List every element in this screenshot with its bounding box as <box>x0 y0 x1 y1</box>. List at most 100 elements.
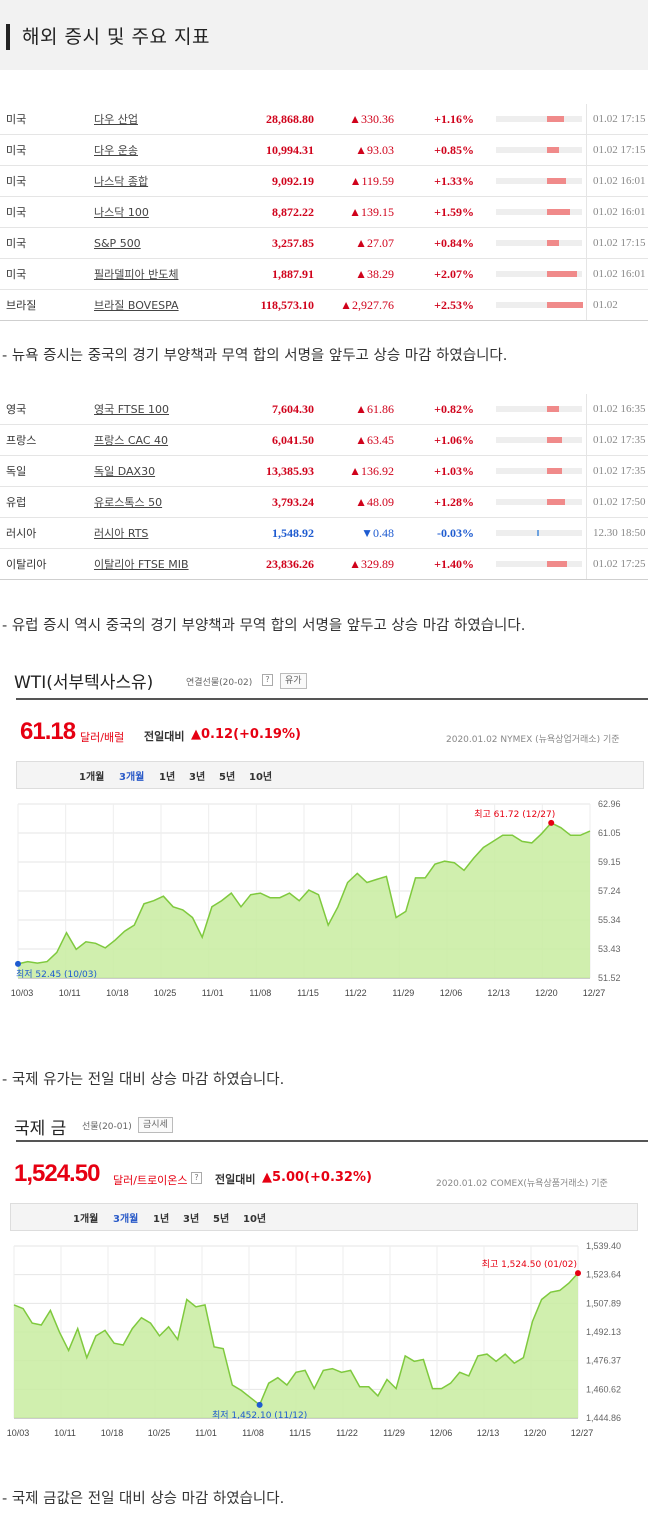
country-cell: 미국 <box>0 104 86 135</box>
wti-chart-panel: WTI(서부텍사스유) 연결선물(20-02) ? 유가 61.18 달러/배럴… <box>0 660 648 1040</box>
period-tab[interactable]: 1년 <box>153 1214 170 1225</box>
help-icon[interactable]: ? <box>191 1172 202 1184</box>
time-cell: 01.02 17:35 <box>586 455 648 487</box>
period-tab[interactable]: 10년 <box>243 1214 267 1225</box>
x-tick-label: 11/22 <box>345 988 367 998</box>
change-cell: ▲2,927.76 <box>314 289 394 321</box>
x-tick-label: 11/01 <box>202 988 224 998</box>
index-name-cell[interactable]: 유로스톡스 50 <box>86 486 224 518</box>
x-tick-label: 10/03 <box>7 1428 30 1438</box>
series-line <box>13 1272 579 1406</box>
change-bar-fill <box>547 499 565 505</box>
change-bar-fill <box>547 116 564 122</box>
y-tick-label: 1,444.86 <box>586 1413 621 1423</box>
percent-cell: +1.59% <box>394 196 486 228</box>
period-tab[interactable]: 5년 <box>213 1214 230 1225</box>
x-tick-label: 11/15 <box>289 1428 311 1438</box>
price-cell: 118,573.10 <box>224 289 314 321</box>
period-tab[interactable]: 3년 <box>189 772 206 783</box>
high-point <box>548 819 555 826</box>
wti-compare-value: ▲0.12(+0.19%) <box>191 727 301 742</box>
y-tick-label: 1,460.62 <box>586 1384 621 1394</box>
period-tab[interactable]: 1개월 <box>79 772 105 783</box>
eu-market-table: 영국 영국 FTSE 100 7,604.30 ▲61.86 +0.82% 01.02 1… <box>0 394 648 580</box>
x-tick-label: 11/15 <box>297 988 319 998</box>
index-name-link[interactable]: 나스닥 100 <box>94 206 149 219</box>
x-tick-label: 12/20 <box>535 988 558 998</box>
index-name-cell[interactable]: 다우 산업 <box>86 104 224 135</box>
x-tick-label: 11/29 <box>392 988 414 998</box>
time-cell: 01.02 16:01 <box>586 196 648 228</box>
change-bar-cell <box>486 486 587 518</box>
percent-cell: +2.53% <box>394 289 486 321</box>
gold-period-tabs: 1개월 3개월 1년 3년 5년 10년 <box>10 1203 638 1231</box>
period-tab[interactable]: 3년 <box>183 1214 200 1225</box>
quote-row: 독일 독일 DAX30 13,385.93 ▲136.92 +1.03% 01.02 17… <box>0 455 648 487</box>
index-name-link[interactable]: 독일 DAX30 <box>94 465 156 478</box>
country-cell: 미국 <box>0 258 86 290</box>
change-bar-fill <box>547 561 567 567</box>
index-name-cell[interactable]: S&P 500 <box>86 227 224 259</box>
index-name-link[interactable]: 러시아 RTS <box>94 527 149 540</box>
y-tick-label: 61.05 <box>598 828 621 838</box>
time-cell: 01.02 <box>586 289 648 321</box>
change-bar-cell <box>486 394 587 425</box>
quote-row: 러시아 러시아 RTS 1,548.92 ▼0.48 -0.03% 12.30 18:50 <box>0 517 648 549</box>
index-name-link[interactable]: 다우 운송 <box>94 144 138 157</box>
time-cell: 01.02 17:15 <box>586 104 648 135</box>
index-name-cell[interactable]: 영국 FTSE 100 <box>86 394 224 425</box>
index-name-link[interactable]: 이탈리아 FTSE MIB <box>94 558 189 571</box>
period-tab[interactable]: 5년 <box>219 772 236 783</box>
x-tick-label: 10/25 <box>148 1428 171 1438</box>
wti-price: 61.18 <box>20 718 76 745</box>
y-tick-label: 55.34 <box>598 915 621 925</box>
index-name-cell[interactable]: 나스닥 100 <box>86 196 224 228</box>
index-name-cell[interactable]: 나스닥 종합 <box>86 165 224 197</box>
index-name-link[interactable]: 필라델피아 반도체 <box>94 268 179 281</box>
quote-row: 미국 나스닥 100 8,872.22 ▲139.15 +1.59% 01.02 16:0… <box>0 196 648 228</box>
index-name-cell[interactable]: 이탈리아 FTSE MIB <box>86 548 224 580</box>
y-tick-label: 57.24 <box>598 886 621 896</box>
quote-row: 영국 영국 FTSE 100 7,604.30 ▲61.86 +0.82% 01.02 1… <box>0 394 648 425</box>
change-cell: ▲48.09 <box>314 486 394 518</box>
change-bar <box>496 406 582 412</box>
percent-cell: +2.07% <box>394 258 486 290</box>
gold-compare-label: 전일대비 <box>215 1173 256 1186</box>
help-icon[interactable]: ? <box>262 674 273 686</box>
change-bar <box>496 468 582 474</box>
index-name-link[interactable]: 나스닥 종합 <box>94 175 149 188</box>
index-name-cell[interactable]: 다우 운송 <box>86 134 224 166</box>
index-name-cell[interactable]: 프랑스 CAC 40 <box>86 424 224 456</box>
x-tick-label: 10/18 <box>106 988 129 998</box>
period-tab[interactable]: 3개월 <box>113 1214 139 1225</box>
index-name-link[interactable]: 브라질 BOVESPA <box>94 299 179 312</box>
period-tab[interactable]: 3개월 <box>119 772 145 783</box>
change-bar <box>496 271 582 277</box>
index-name-cell[interactable]: 브라질 BOVESPA <box>86 289 224 321</box>
x-tick-label: 11/22 <box>336 1428 358 1438</box>
gold-price-button[interactable]: 금시세 <box>138 1117 173 1133</box>
index-name-cell[interactable]: 러시아 RTS <box>86 517 224 549</box>
period-tab[interactable]: 1년 <box>159 772 176 783</box>
x-tick-label: 12/27 <box>571 1428 594 1438</box>
index-name-cell[interactable]: 필라델피아 반도체 <box>86 258 224 290</box>
change-bar-fill <box>547 468 562 474</box>
gold-contract: 선물(20-01) <box>82 1122 132 1132</box>
index-name-link[interactable]: 프랑스 CAC 40 <box>94 434 169 447</box>
change-bar-cell <box>486 196 587 228</box>
oil-price-button[interactable]: 유가 <box>280 673 307 689</box>
price-cell: 3,257.85 <box>224 227 314 259</box>
index-name-link[interactable]: 영국 FTSE 100 <box>94 403 170 416</box>
period-tab[interactable]: 1개월 <box>73 1214 99 1225</box>
index-name-link[interactable]: S&P 500 <box>94 236 141 250</box>
change-bar-cell <box>486 289 587 321</box>
country-cell: 이탈리아 <box>0 548 86 580</box>
index-name-link[interactable]: 유로스톡스 50 <box>94 496 163 509</box>
period-tab[interactable]: 10년 <box>249 772 273 783</box>
y-tick-label: 1,476.37 <box>586 1356 621 1366</box>
change-bar-fill <box>547 437 562 443</box>
index-name-link[interactable]: 다우 산업 <box>94 113 138 126</box>
x-tick-label: 11/01 <box>195 1428 217 1438</box>
price-cell: 9,092.19 <box>224 165 314 197</box>
index-name-cell[interactable]: 독일 DAX30 <box>86 455 224 487</box>
